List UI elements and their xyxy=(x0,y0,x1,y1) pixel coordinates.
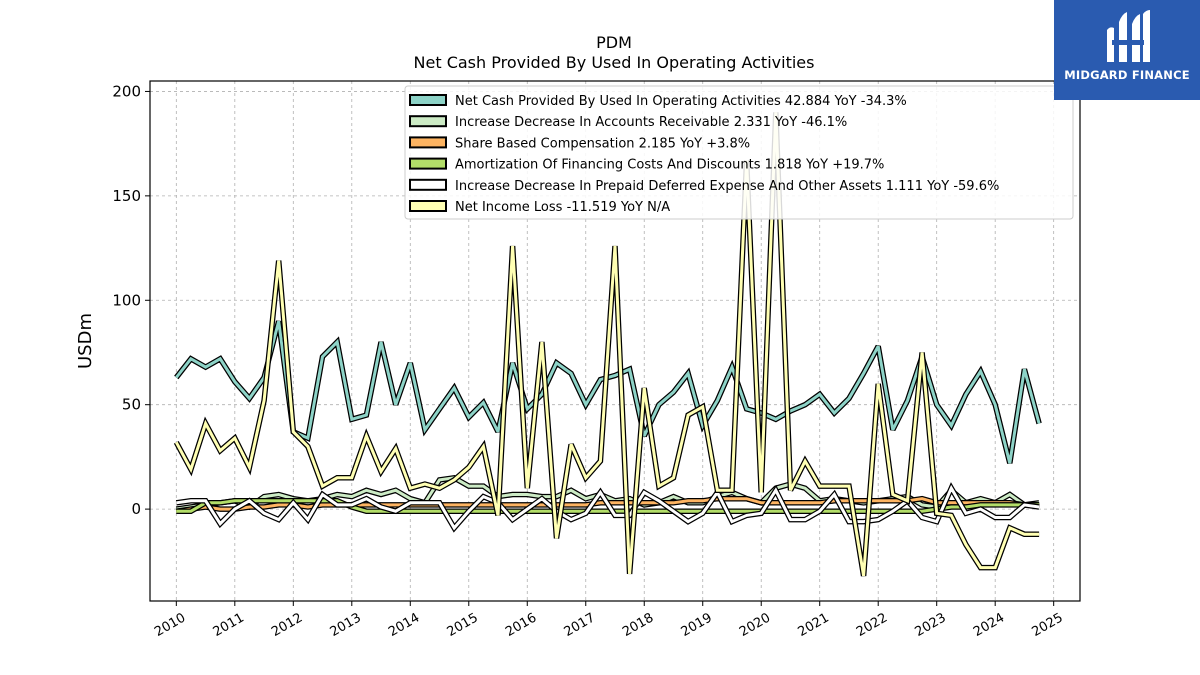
legend-label: Net Income Loss -11.519 YoY N/A xyxy=(455,200,670,215)
x-tick-label: 2024 xyxy=(971,610,1007,640)
legend-swatch xyxy=(409,200,447,212)
x-tick-label: 2025 xyxy=(1030,610,1066,640)
x-tick-label: 2012 xyxy=(269,610,305,640)
legend-item: Net Cash Provided By Used In Operating A… xyxy=(409,94,907,109)
y-axis-label: USDm xyxy=(75,313,96,369)
series-5 xyxy=(175,482,1040,533)
x-tick-label: 2021 xyxy=(796,610,832,640)
x-tick-label: 2011 xyxy=(211,610,247,640)
logo-mark-icon xyxy=(1107,10,1150,62)
legend-swatch xyxy=(409,94,447,106)
y-tick-label: 100 xyxy=(112,291,141,309)
legend-swatch xyxy=(409,178,447,191)
series-line xyxy=(174,112,1040,577)
y-tick-label: 200 xyxy=(112,82,141,100)
x-tick-label: 2017 xyxy=(562,610,598,640)
x-tick-label: 2014 xyxy=(386,610,422,640)
logo-text: MIDGARD FINANCE xyxy=(1064,68,1190,82)
plot-frame xyxy=(149,80,1081,602)
legend-label: Share Based Compensation 2.185 YoY +3.8% xyxy=(455,136,750,151)
series-line xyxy=(176,484,1040,531)
legend-item: Increase Decrease In Prepaid Deferred Ex… xyxy=(409,178,999,194)
legend-item: Net Income Loss -11.519 YoY N/A xyxy=(409,200,670,215)
midgard-finance-logo: MIDGARD FINANCE xyxy=(1054,0,1200,100)
chart-subtitle: Net Cash Provided By Used In Operating A… xyxy=(414,53,815,72)
plot-lines xyxy=(173,112,1042,577)
y-tick-label: 150 xyxy=(112,187,141,205)
x-tick-label: 2016 xyxy=(503,610,539,640)
x-tick-label: 2013 xyxy=(328,610,364,640)
x-tick-label: 2022 xyxy=(854,610,890,640)
series-6 xyxy=(173,112,1040,577)
x-tick-label: 2018 xyxy=(620,610,656,640)
x-tick-label: 2015 xyxy=(445,610,481,640)
legend: Net Cash Provided By Used In Operating A… xyxy=(404,85,1074,220)
legend-item: Increase Decrease In Accounts Receivable… xyxy=(409,115,847,130)
legend-label: Increase Decrease In Prepaid Deferred Ex… xyxy=(455,179,999,194)
legend-item: Share Based Compensation 2.185 YoY +3.8% xyxy=(409,136,750,151)
x-axis: 2010 2011 2012 2013 2014 2015 2016 2017 2018 2019… xyxy=(152,601,1066,640)
legend-swatch xyxy=(409,115,447,128)
legend-swatch xyxy=(409,136,447,149)
y-tick-label: 0 xyxy=(131,500,141,518)
legend-label: Net Cash Provided By Used In Operating A… xyxy=(455,94,907,109)
legend-swatch xyxy=(409,157,447,170)
y-tick-label: 50 xyxy=(122,396,141,414)
x-tick-label: 2010 xyxy=(152,610,188,640)
legend-label: Increase Decrease In Accounts Receivable… xyxy=(455,115,847,130)
legend-item: Amortization Of Financing Costs And Disc… xyxy=(409,157,884,173)
x-tick-label: 2019 xyxy=(679,610,715,640)
x-tick-label: 2023 xyxy=(913,610,949,640)
chart-title: PDM xyxy=(596,33,632,52)
x-tick-label: 2020 xyxy=(737,610,773,640)
legend-box xyxy=(404,85,1074,220)
y-axis: 0 50 100 150 200 xyxy=(112,82,150,518)
legend-label: Amortization Of Financing Costs And Disc… xyxy=(455,158,884,173)
